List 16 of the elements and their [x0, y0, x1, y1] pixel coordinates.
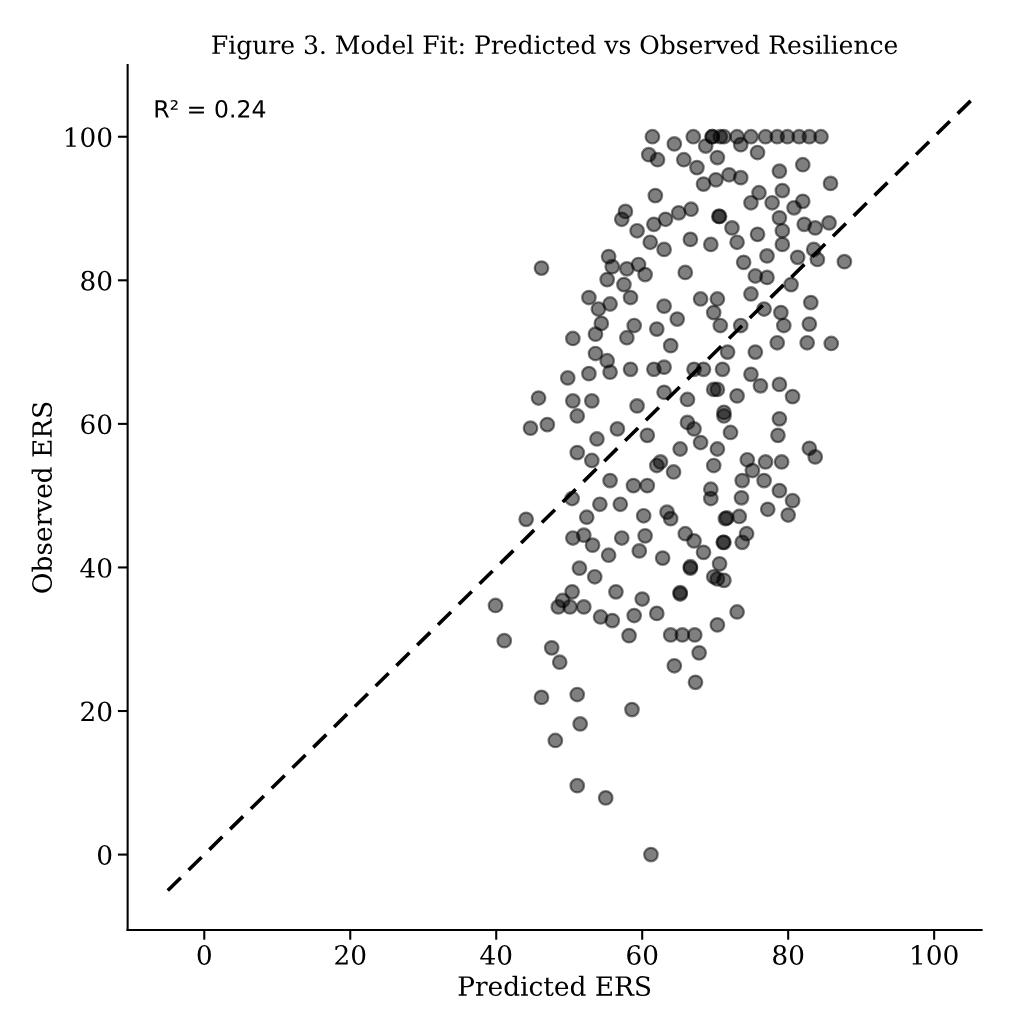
annotation: R² = 0.24: [155, 99, 266, 118]
x-tick-label: 20: [335, 945, 366, 965]
x-axis-title: Predicted ERS: [458, 975, 651, 997]
y-tick-label: 0: [98, 845, 112, 865]
x-tick-label: 80: [773, 945, 804, 965]
x-tick-label: 40: [480, 945, 512, 965]
y-tick-label: 80: [81, 270, 112, 291]
y-tick-label: 60: [81, 414, 112, 435]
y-tick-label: 20: [81, 701, 112, 722]
x-tick-label: 60: [627, 945, 658, 965]
y-tick-label: 100: [65, 127, 112, 148]
y-tick-label: 40: [80, 557, 112, 578]
x-tick-label: 100: [912, 945, 958, 965]
chart-title: Figure 3. Model Fit: Predicted vs Observed Resilience: [212, 34, 898, 60]
x-tick-label: 0: [197, 945, 211, 965]
y-axis-title: Observed ERS: [31, 402, 53, 593]
